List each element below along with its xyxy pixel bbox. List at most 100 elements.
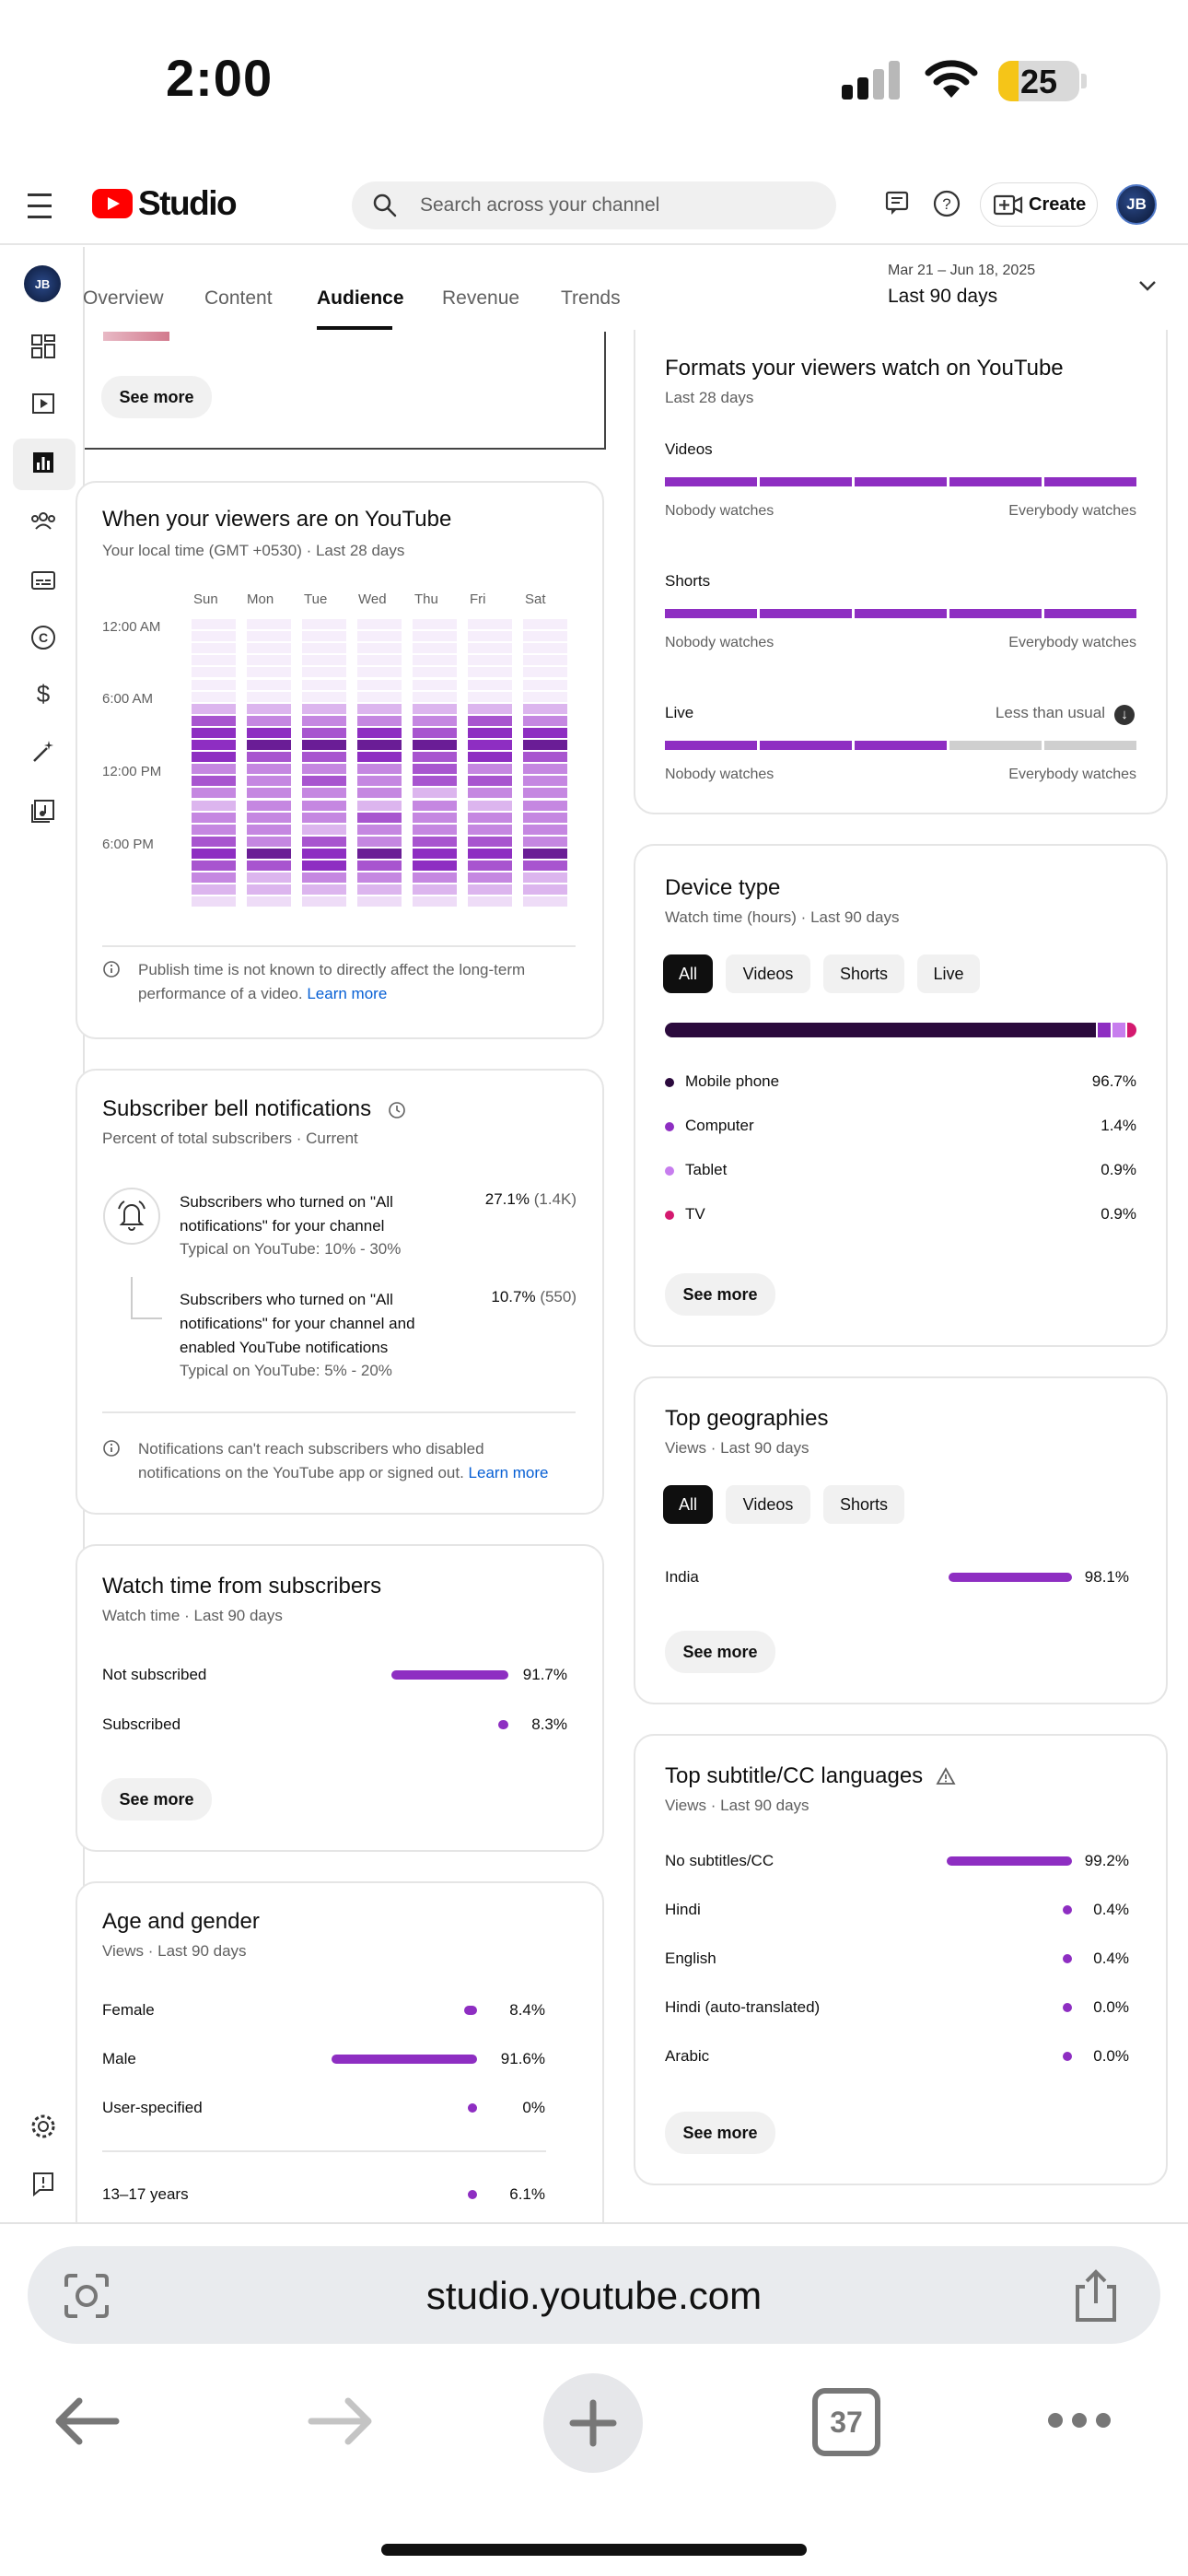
format-segment xyxy=(855,609,947,618)
community-icon[interactable] xyxy=(25,503,62,540)
heatmap-cell xyxy=(357,667,402,678)
svg-text:?: ? xyxy=(942,195,950,213)
heatmap-cell xyxy=(192,619,236,630)
create-button[interactable]: Create xyxy=(980,182,1098,227)
date-range-label[interactable]: Last 90 days xyxy=(888,286,998,307)
address-bar[interactable] xyxy=(28,2246,1160,2344)
row-value: 98.1% xyxy=(1084,1568,1129,1586)
age-gender-card xyxy=(76,1881,604,2268)
signal-icon xyxy=(842,61,900,100)
chip-all[interactable]: All xyxy=(663,954,713,993)
heatmap-cell xyxy=(192,764,236,775)
thumbnail-fragment xyxy=(103,332,169,341)
share-icon[interactable] xyxy=(1068,2266,1124,2325)
bar[interactable] xyxy=(332,2055,477,2064)
wifi-icon xyxy=(925,60,978,98)
see-more-button[interactable]: See more xyxy=(665,1273,775,1316)
send-feedback-icon[interactable] xyxy=(25,2165,62,2202)
heatmap-cell xyxy=(302,848,346,859)
subtitles-icon[interactable] xyxy=(25,562,62,599)
chip-all[interactable]: All xyxy=(663,1485,713,1524)
search-input[interactable] xyxy=(420,181,807,229)
chip-live[interactable]: Live xyxy=(917,954,980,993)
search-field[interactable] xyxy=(352,181,836,229)
format-segment xyxy=(949,741,1042,750)
bar[interactable] xyxy=(468,2190,477,2199)
back-arrow-icon[interactable] xyxy=(52,2394,122,2449)
menu-icon[interactable] xyxy=(28,193,64,221)
device-label: Tablet xyxy=(685,1161,728,1178)
more-dots-icon[interactable] xyxy=(1046,2410,1112,2430)
settings-gear-icon[interactable] xyxy=(25,2108,62,2145)
heatmap-cell xyxy=(413,619,457,630)
feedback-comment-icon[interactable] xyxy=(884,190,912,217)
youtube-logo-icon[interactable] xyxy=(92,189,133,218)
chevron-down-icon[interactable] xyxy=(1135,276,1160,295)
heatmap-cell xyxy=(468,631,512,642)
bell-row-text: Subscribers who turned on "All notificat… xyxy=(180,1193,393,1235)
chip-videos[interactable]: Videos xyxy=(726,954,810,993)
customization-wand-icon[interactable] xyxy=(25,733,62,770)
copyright-icon[interactable]: C xyxy=(25,619,62,656)
account-avatar[interactable]: JB xyxy=(1116,184,1157,225)
bar[interactable] xyxy=(391,1670,508,1680)
row-label: Arabic xyxy=(665,2047,710,2065)
heatmap-cell xyxy=(302,752,346,763)
dashboard-icon[interactable] xyxy=(25,328,62,365)
help-icon[interactable]: ? xyxy=(932,189,961,218)
bar[interactable] xyxy=(947,1856,1072,1866)
content-icon[interactable] xyxy=(25,385,62,422)
see-more-button[interactable]: See more xyxy=(101,376,212,418)
tab-content[interactable]: Content xyxy=(204,287,273,309)
heatmap-cell xyxy=(192,836,236,847)
heatmap-cell xyxy=(413,715,457,726)
tab-audience[interactable]: Audience xyxy=(317,287,404,309)
heatmap-cell xyxy=(192,752,236,763)
heatmap-cell xyxy=(302,764,346,775)
card-subtitle: Watch time (hours) · Last 90 days xyxy=(665,908,900,926)
tab-overview[interactable]: Overview xyxy=(83,287,164,309)
legend-dot xyxy=(665,1078,674,1087)
heatmap-cell xyxy=(357,824,402,835)
heatmap-cell xyxy=(302,631,346,642)
channel-avatar[interactable]: JB xyxy=(24,265,61,302)
studio-logo-text[interactable]: Studio xyxy=(138,184,238,222)
audio-library-icon[interactable] xyxy=(25,792,62,829)
heatmap-cell xyxy=(357,631,402,642)
heatmap-cell xyxy=(302,740,346,751)
row-value: 8.3% xyxy=(531,1715,567,1733)
heatmap-cell xyxy=(192,740,236,751)
heatmap-cell xyxy=(357,836,402,847)
bar[interactable] xyxy=(464,2006,477,2015)
analytics-icon[interactable] xyxy=(25,444,62,481)
chip-shorts[interactable]: Shorts xyxy=(823,954,904,993)
chip-videos[interactable]: Videos xyxy=(726,1485,810,1524)
url-text[interactable]: studio.youtube.com xyxy=(425,2274,763,2317)
device-stacked-bar[interactable] xyxy=(665,1023,1136,1037)
day-label-sat: Sat xyxy=(525,591,546,607)
date-range-dates[interactable]: Mar 21 – Jun 18, 2025 xyxy=(888,263,1036,278)
heatmap-cell xyxy=(302,715,346,726)
tab-count-button[interactable]: 37 xyxy=(812,2388,880,2456)
see-more-button[interactable]: See more xyxy=(101,1778,212,1821)
tab-trends[interactable]: Trends xyxy=(561,287,621,309)
search-icon xyxy=(373,193,397,217)
heatmap-cell xyxy=(523,812,567,823)
bar[interactable] xyxy=(498,1720,508,1729)
heatmap-cell xyxy=(302,691,346,702)
see-more-button[interactable]: See more xyxy=(665,2112,775,2154)
see-more-button[interactable]: See more xyxy=(665,1631,775,1673)
learn-more-link[interactable]: Learn more xyxy=(307,985,388,1002)
viewers-heatmap[interactable] xyxy=(192,619,573,908)
learn-more-link[interactable]: Learn more xyxy=(468,1464,549,1481)
forward-arrow-icon[interactable] xyxy=(306,2394,376,2449)
heatmap-cell xyxy=(192,727,236,738)
screenshot-lens-icon[interactable] xyxy=(59,2270,114,2322)
chip-shorts[interactable]: Shorts xyxy=(823,1485,904,1524)
bar[interactable] xyxy=(949,1573,1072,1582)
heatmap-cell xyxy=(247,727,291,738)
earn-icon[interactable]: $ xyxy=(25,676,62,713)
heatmap-cell xyxy=(357,896,402,907)
heatmap-cell xyxy=(302,727,346,738)
tab-revenue[interactable]: Revenue xyxy=(442,287,520,309)
